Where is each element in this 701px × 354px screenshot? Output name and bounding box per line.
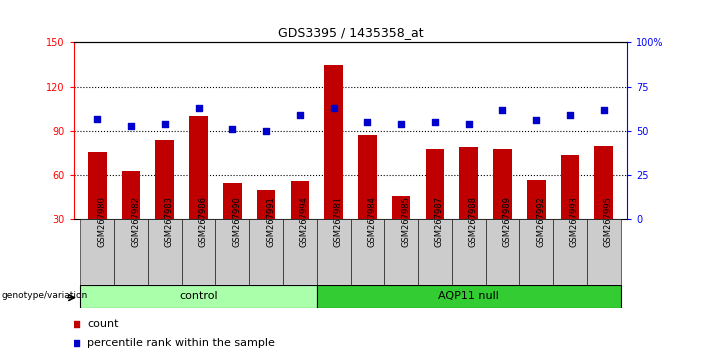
Point	[193, 105, 204, 111]
Bar	[223, 183, 242, 264]
Point	[92, 116, 103, 121]
Bar	[426, 149, 444, 264]
Title: GDS3395 / 1435358_at: GDS3395 / 1435358_at	[278, 25, 423, 39]
Point	[395, 121, 407, 127]
Bar	[215, 219, 249, 285]
Bar	[81, 285, 317, 308]
Bar	[587, 219, 620, 285]
Point	[328, 105, 339, 111]
Point	[598, 107, 609, 113]
Text: GSM267992: GSM267992	[536, 196, 545, 247]
Bar	[114, 219, 148, 285]
Text: GSM267980: GSM267980	[97, 196, 107, 247]
Bar	[452, 219, 486, 285]
Point	[564, 112, 576, 118]
Text: AQP11 null: AQP11 null	[438, 291, 499, 302]
Text: control: control	[179, 291, 218, 302]
Text: GSM267993: GSM267993	[570, 196, 579, 247]
Bar	[553, 219, 587, 285]
Point	[125, 123, 137, 129]
Text: genotype/variation: genotype/variation	[1, 291, 88, 300]
Point	[294, 112, 306, 118]
Point	[531, 118, 542, 123]
Bar	[350, 219, 384, 285]
Point	[429, 119, 440, 125]
Bar	[317, 285, 620, 308]
Bar	[418, 219, 452, 285]
Bar	[122, 171, 140, 264]
Text: GSM267984: GSM267984	[367, 196, 376, 247]
Bar	[249, 219, 283, 285]
Bar	[283, 219, 317, 285]
Point	[226, 126, 238, 132]
Text: percentile rank within the sample: percentile rank within the sample	[88, 338, 275, 348]
Bar	[148, 219, 182, 285]
Text: GSM267994: GSM267994	[300, 196, 309, 247]
Bar	[88, 152, 107, 264]
Bar	[527, 180, 545, 264]
Text: GSM267985: GSM267985	[401, 196, 410, 247]
Point	[71, 321, 82, 327]
Text: GSM267988: GSM267988	[469, 196, 477, 247]
Bar	[519, 219, 553, 285]
Bar	[486, 219, 519, 285]
Bar	[459, 147, 478, 264]
Bar	[182, 219, 215, 285]
Point	[71, 341, 82, 346]
Point	[362, 119, 373, 125]
Bar	[156, 140, 174, 264]
Point	[261, 128, 272, 134]
Bar	[290, 181, 309, 264]
Bar	[494, 149, 512, 264]
Text: GSM267991: GSM267991	[266, 196, 275, 247]
Text: GSM267987: GSM267987	[435, 196, 444, 247]
Text: GSM267981: GSM267981	[334, 196, 343, 247]
Bar	[392, 196, 411, 264]
Text: GSM267982: GSM267982	[131, 196, 140, 247]
Bar	[325, 65, 343, 264]
Point	[159, 121, 170, 127]
Bar	[317, 219, 350, 285]
Text: GSM267983: GSM267983	[165, 196, 174, 247]
Text: GSM267989: GSM267989	[503, 196, 512, 247]
Point	[497, 107, 508, 113]
Bar	[81, 219, 114, 285]
Bar	[594, 146, 613, 264]
Text: GSM267986: GSM267986	[198, 196, 207, 247]
Text: GSM267990: GSM267990	[232, 196, 241, 247]
Point	[463, 121, 475, 127]
Bar	[384, 219, 418, 285]
Text: GSM267995: GSM267995	[604, 196, 613, 247]
Bar	[257, 190, 275, 264]
Bar	[561, 155, 579, 264]
Text: count: count	[88, 319, 119, 329]
Bar	[189, 116, 207, 264]
Bar	[358, 136, 376, 264]
